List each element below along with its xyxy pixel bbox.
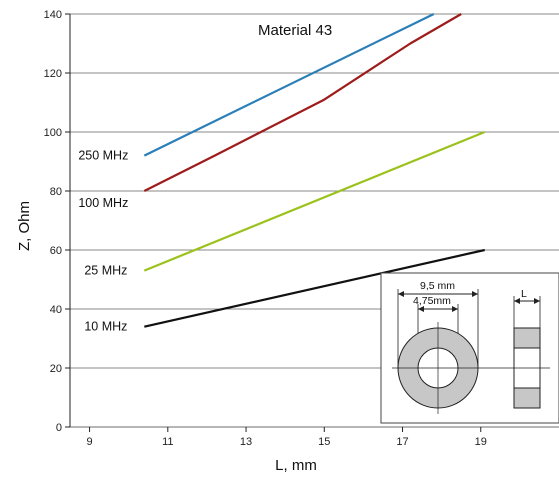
x-tick-label-19: 19 xyxy=(475,436,487,448)
toroid-side-top-band xyxy=(513,327,541,349)
outer-diameter-arrow-right xyxy=(472,291,478,297)
length-arrow-left xyxy=(514,298,520,304)
inner-diameter-label: 4,75mm xyxy=(413,295,451,307)
series-group: 250 MHz 100 MHz 25 MHz 10 MHz xyxy=(78,13,486,334)
y-tick-label-80: 80 xyxy=(50,186,62,198)
series-line-100-mhz xyxy=(143,13,462,192)
y-axis: 0 20 40 60 80 100 120 140 xyxy=(44,9,71,434)
chart-title: Material 43 xyxy=(258,22,332,39)
x-axis-title: L, mm xyxy=(275,457,317,474)
length-label: L xyxy=(521,288,527,300)
series-label-250-mhz: 250 MHz xyxy=(78,149,128,163)
series-label-100-mhz: 100 MHz xyxy=(78,196,128,210)
series-line-10-mhz xyxy=(144,248,485,328)
x-tick-label-15: 15 xyxy=(318,436,330,448)
x-tick-label-13: 13 xyxy=(240,436,252,448)
y-tick-label-140: 140 xyxy=(44,9,62,21)
y-tick-label-40: 40 xyxy=(50,304,62,316)
y-tick-label-20: 20 xyxy=(50,363,62,375)
length-arrow-right xyxy=(534,298,540,304)
series-line-25-mhz xyxy=(143,130,486,272)
inner-diameter-arrow-right xyxy=(452,306,458,312)
y-axis-title: Z, Ohm xyxy=(16,201,33,251)
y-tick-label-100: 100 xyxy=(44,127,62,139)
series-label-10-mhz: 10 MHz xyxy=(84,320,127,334)
series-label-25-mhz: 25 MHz xyxy=(84,264,127,278)
x-tick-label-17: 17 xyxy=(396,436,408,448)
y-tick-label-60: 60 xyxy=(50,245,62,257)
grid-lines xyxy=(70,13,559,428)
x-axis: 9 11 13 15 17 19 xyxy=(86,427,487,448)
y-tick-label-120: 120 xyxy=(44,68,62,80)
outer-diameter-arrow-left xyxy=(398,291,404,297)
toroid-dimension-inset: 9,5 mm 4,75mm L xyxy=(380,272,559,424)
series-line-250-mhz xyxy=(143,13,435,157)
toroid-side-bottom-band xyxy=(513,387,541,409)
outer-diameter-label: 9,5 mm xyxy=(420,280,455,292)
y-tick-label-0: 0 xyxy=(56,422,62,434)
inner-diameter-arrow-left xyxy=(418,306,424,312)
x-tick-label-9: 9 xyxy=(86,436,92,448)
x-tick-label-11: 11 xyxy=(162,436,173,448)
